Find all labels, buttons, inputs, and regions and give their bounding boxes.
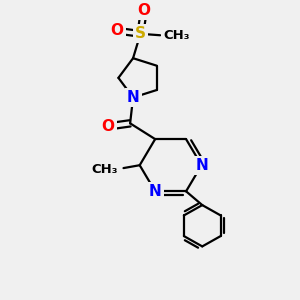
Text: O: O: [137, 3, 150, 18]
Text: N: N: [149, 184, 161, 199]
Text: O: O: [101, 119, 115, 134]
Text: N: N: [127, 90, 140, 105]
Text: N: N: [195, 158, 208, 173]
Text: S: S: [135, 26, 146, 41]
Text: CH₃: CH₃: [163, 29, 190, 42]
Text: CH₃: CH₃: [91, 163, 118, 176]
Text: O: O: [110, 23, 123, 38]
